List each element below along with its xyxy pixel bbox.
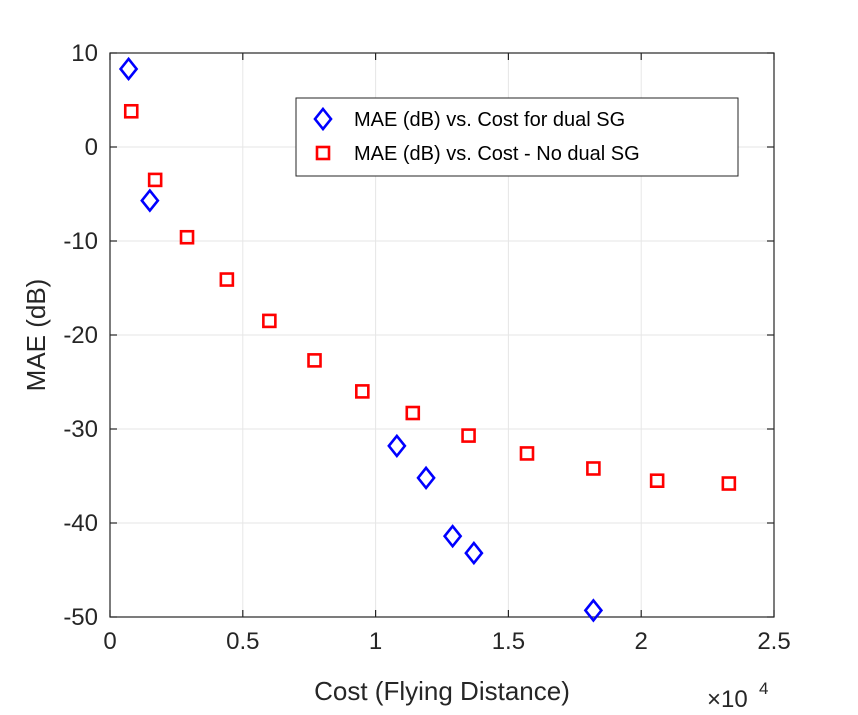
y-tick-label: 0 <box>85 134 98 161</box>
series-1-point-6 <box>355 384 370 399</box>
series-0-point-0 <box>118 56 139 82</box>
legend: MAE (dB) vs. Cost for dual SG MAE (dB) v… <box>295 97 739 177</box>
y-tick-label: -40 <box>63 510 98 537</box>
series-0-point-5 <box>464 540 484 566</box>
y-tick-label: 10 <box>71 40 98 67</box>
x-multiplier-base: ×10 <box>707 686 748 713</box>
series-1-point-10 <box>586 461 601 476</box>
y-tick-label: -50 <box>63 604 98 631</box>
axis-ticks: 0 0.5 1 1.5 2 2.5 -50 -40 -30 -20 -10 0 10 <box>63 40 790 655</box>
series-0-point-4 <box>442 524 463 549</box>
series-1-point-7 <box>405 405 421 421</box>
x-multiplier-exponent: 4 <box>759 679 768 698</box>
series-1-point-5 <box>307 353 322 368</box>
x-tick-label: 1.5 <box>492 628 525 655</box>
series-1-point-3 <box>219 272 235 287</box>
legend-marker-no-dual-sg <box>315 145 331 161</box>
x-tick-label: 1 <box>369 628 382 655</box>
series-0-point-1 <box>140 188 160 213</box>
series-1-point-9 <box>519 446 535 461</box>
x-multiplier: ×10 4 <box>707 679 768 713</box>
y-tick-label: -10 <box>63 228 98 255</box>
series-0-point-6 <box>583 598 604 623</box>
legend-label-no-dual-sg: MAE (dB) vs. Cost - No dual SG <box>354 143 640 165</box>
x-tick-label: 0.5 <box>226 628 259 655</box>
series-0-point-3 <box>416 465 436 490</box>
x-tick-label: 0 <box>103 628 116 655</box>
series-1-point-8 <box>461 428 476 443</box>
series-1-point-12 <box>721 476 737 491</box>
series-0-point-2 <box>387 433 407 459</box>
legend-marker-dual-sg <box>313 106 333 132</box>
x-tick-label: 2.5 <box>757 628 790 655</box>
series-1-point-11 <box>649 473 665 489</box>
y-tick-label: -20 <box>63 322 98 349</box>
y-axis-label: MAE (dB) <box>21 279 51 392</box>
series-1-point-0 <box>123 103 139 119</box>
legend-label-dual-sg: MAE (dB) vs. Cost for dual SG <box>354 109 625 131</box>
series-1-point-4 <box>262 313 277 329</box>
series-1-point-1 <box>147 172 163 188</box>
x-axis-label: Cost (Flying Distance) <box>314 676 570 706</box>
x-tick-label: 2 <box>635 628 648 655</box>
y-tick-label: -30 <box>63 416 98 443</box>
series-1-point-2 <box>179 229 195 245</box>
legend-box <box>295 97 739 177</box>
data-marks <box>118 56 737 623</box>
